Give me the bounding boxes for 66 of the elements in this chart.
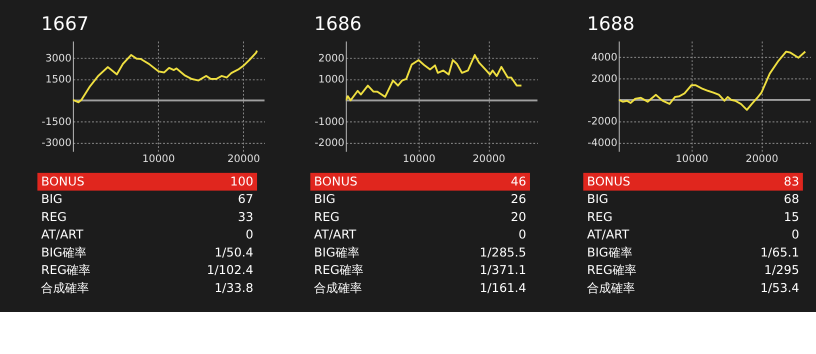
- text: REG: [41, 210, 67, 224]
- text: 26: [510, 192, 526, 206]
- text: 20: [510, 210, 526, 224]
- x-tick-label: 10000: [402, 153, 436, 166]
- text: 1/65.1: [760, 245, 800, 260]
- text: 1/285.5: [480, 245, 526, 260]
- text: REG確率: [41, 263, 91, 278]
- text: 合成確率: [586, 281, 635, 295]
- y-tick-label: -2000: [314, 137, 344, 150]
- x-tick-label: 20000: [472, 153, 506, 166]
- text: 100: [230, 174, 254, 188]
- text: AT/ART: [41, 228, 84, 242]
- x-tick-label: 20000: [746, 153, 778, 166]
- line-series: [72, 50, 258, 104]
- text: REG確率: [586, 263, 637, 278]
- text: 1/50.4: [214, 245, 254, 260]
- y-tick-label: 1500: [45, 73, 72, 86]
- y-tick-label: -4000: [588, 137, 618, 150]
- y-tick-label: -2000: [588, 116, 618, 128]
- text: BONUS: [586, 174, 631, 188]
- text: 15: [784, 210, 800, 224]
- text: 68: [784, 192, 800, 206]
- text: BIG: [41, 192, 62, 206]
- text: REG: [586, 210, 613, 224]
- text: 83: [784, 174, 800, 188]
- text: AT/ART: [314, 228, 357, 242]
- line-series: [346, 54, 522, 102]
- text: 0: [791, 228, 800, 242]
- y-tick-label: 2000: [591, 72, 618, 85]
- y-tick-label: 3000: [45, 52, 72, 64]
- text: BIG確率: [586, 245, 632, 260]
- x-tick-label: 20000: [227, 153, 260, 166]
- text: 合成確率: [314, 281, 362, 295]
- text: BIG確率: [314, 245, 360, 260]
- y-tick-label: -3000: [42, 137, 72, 150]
- x-tick-label: 10000: [676, 153, 708, 166]
- text: 1/102.4: [206, 263, 254, 278]
- chart-title: 1686: [314, 14, 362, 35]
- chart-title: 1667: [41, 14, 89, 35]
- text: BIG確率: [41, 245, 86, 260]
- text: 46: [510, 174, 526, 188]
- line-series: [618, 50, 806, 111]
- y-tick-label: 1000: [318, 73, 344, 86]
- text: REG確率: [314, 263, 364, 278]
- text: BIG: [586, 192, 608, 206]
- text: 0: [246, 228, 254, 242]
- x-tick-label: 10000: [142, 153, 175, 166]
- text: 1/53.4: [760, 281, 800, 295]
- text: 0: [518, 228, 526, 242]
- text: 1/33.8: [214, 281, 254, 295]
- text: 1/295: [764, 263, 800, 278]
- text: 67: [238, 192, 254, 206]
- text: REG: [314, 210, 340, 224]
- chart-title: 1688: [587, 14, 635, 35]
- text: 1/161.4: [480, 281, 527, 295]
- text: BONUS: [41, 174, 85, 188]
- y-tick-label: -1500: [42, 116, 72, 128]
- y-tick-label: 2000: [318, 52, 344, 64]
- text: 1/371.1: [480, 263, 526, 278]
- text: 合成確率: [41, 281, 90, 295]
- text: BONUS: [314, 174, 358, 188]
- y-tick-label: -1000: [314, 116, 344, 128]
- text: AT/ART: [586, 228, 630, 242]
- y-tick-label: 4000: [591, 51, 618, 64]
- text: 33: [238, 210, 254, 224]
- text: BIG: [314, 192, 336, 206]
